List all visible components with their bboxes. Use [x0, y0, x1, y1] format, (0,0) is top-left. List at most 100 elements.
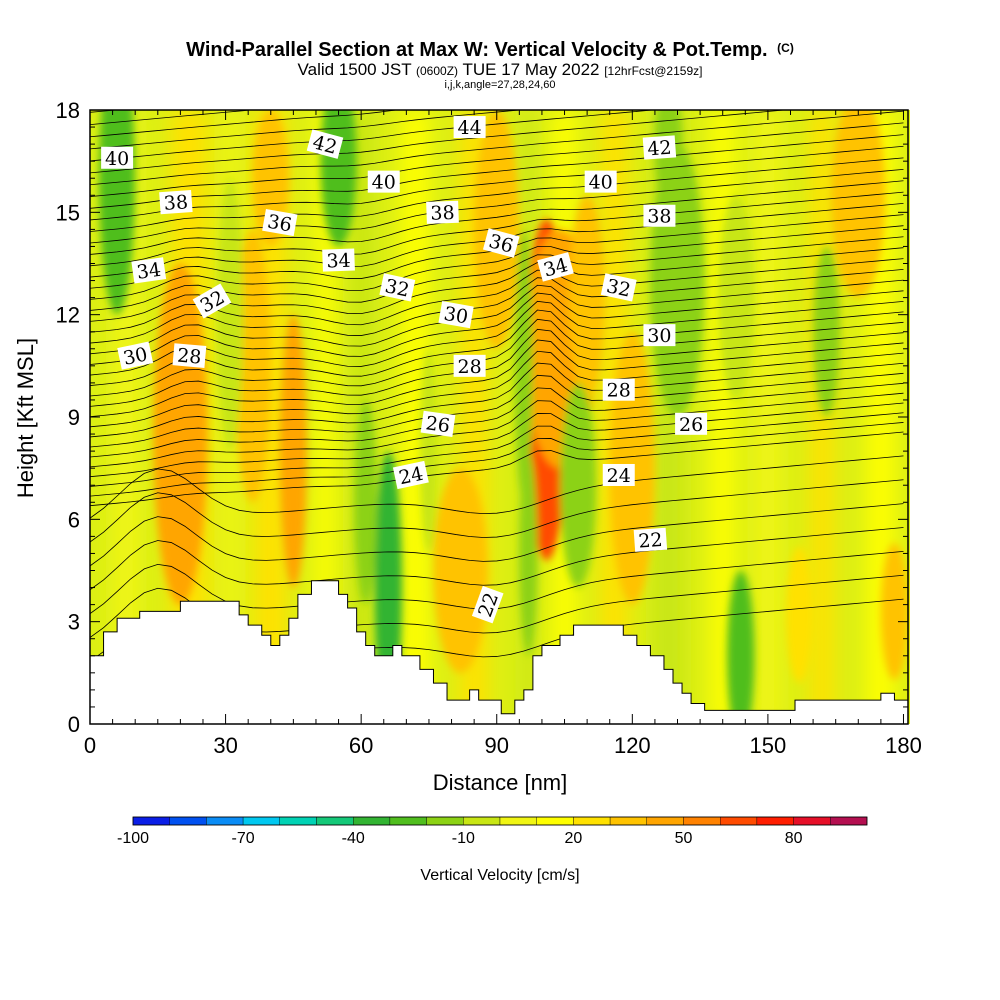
colorbar-tick-label: 50	[675, 830, 693, 847]
velocity-band	[754, 110, 782, 724]
theta-label: 26	[420, 410, 456, 437]
theta-label-box	[262, 208, 298, 237]
theta-label-box	[453, 354, 486, 377]
colorbar-segment	[646, 816, 684, 826]
title-mark: (C)	[777, 41, 794, 55]
velocity-cell	[654, 110, 683, 213]
colorbar-label: Vertical Velocity [cm/s]	[420, 867, 579, 884]
isentrope-line	[90, 309, 904, 386]
subtitle-utc: (0600Z)	[416, 64, 458, 78]
velocity-cell	[474, 110, 520, 349]
theta-label: 36	[262, 208, 298, 237]
colorbar-tick-label: -70	[232, 830, 255, 847]
theta-label-text: 28	[607, 380, 631, 402]
subtitle-date: TUE 17 May 2022	[462, 60, 599, 79]
theta-label-box	[602, 378, 635, 401]
chart-title: Wind-Parallel Section at Max W: Vertical…	[186, 39, 794, 61]
x-tick-label: 150	[750, 733, 787, 758]
isentrope-line	[90, 300, 904, 376]
isentrope-line	[90, 225, 904, 300]
theta-label-text: 38	[647, 206, 671, 228]
theta-label-box	[438, 301, 474, 329]
velocity-cell	[234, 229, 271, 503]
y-tick-label: 6	[68, 507, 80, 532]
isentrope-line	[90, 328, 904, 407]
y-tick-label: 9	[68, 405, 80, 430]
isentrope-line	[90, 134, 904, 209]
colorbar-segment	[609, 816, 647, 826]
theta-label-box	[101, 146, 134, 169]
velocity-cell	[419, 348, 438, 554]
colorbar-segment	[683, 816, 721, 826]
theta-label: 42	[306, 129, 344, 159]
theta-label-box	[367, 170, 400, 193]
theta-label-box	[471, 585, 504, 624]
velocity-cell	[831, 110, 886, 298]
theta-label-text: 40	[105, 148, 129, 170]
colorbar-segment	[132, 816, 170, 826]
theta-label-box	[643, 204, 676, 227]
x-tick-label: 30	[213, 733, 237, 758]
colorbar-segment	[353, 816, 391, 826]
theta-label-text: 24	[607, 465, 631, 487]
colorbar-segment	[463, 816, 501, 826]
isentrope-line	[90, 479, 904, 543]
theta-label-text: 28	[176, 345, 202, 369]
theta-label-box	[392, 460, 429, 490]
colorbar-segment	[169, 816, 207, 826]
velocity-cell	[279, 314, 307, 588]
colorbar-segment	[206, 816, 244, 826]
theta-label-box	[172, 343, 207, 368]
theta-label-text: 36	[266, 211, 294, 237]
isentrope-line	[90, 269, 904, 344]
isentrope-line	[90, 318, 904, 397]
velocity-cell	[560, 382, 597, 588]
x-tick-label: 180	[885, 733, 922, 758]
isentrope-line	[90, 372, 904, 448]
theta-label-text: 30	[121, 343, 149, 370]
x-axis-label: Distance [nm]	[433, 770, 568, 795]
theta-label-text: 24	[397, 463, 425, 490]
theta-label-text: 32	[604, 275, 632, 302]
isentrope-line	[90, 93, 903, 100]
velocity-band	[810, 110, 834, 724]
colorbar-segment	[499, 816, 537, 826]
isentrope-line	[90, 236, 904, 311]
x-tick-label: 90	[484, 733, 508, 758]
theta-label-text: 34	[135, 259, 162, 284]
theta-label: 28	[602, 378, 635, 402]
velocity-cell	[785, 546, 814, 684]
theta-label: 26	[675, 412, 708, 436]
theta-label-text: 30	[442, 303, 470, 329]
theta-label-text: 30	[647, 325, 671, 347]
theta-label: 30	[117, 341, 154, 370]
theta-label-box	[602, 463, 635, 486]
colorbar-segment	[316, 816, 354, 826]
isentrope-line	[90, 290, 904, 365]
velocity-cell	[99, 110, 136, 315]
colorbar-segment	[279, 816, 317, 826]
theta-label: 24	[392, 460, 429, 490]
isentrope-line	[90, 110, 657, 162]
velocity-cell	[569, 195, 606, 400]
x-tick-label: 120	[614, 733, 651, 758]
subtitle-fcst: [12hrFcst@2159z]	[604, 64, 702, 78]
theta-label-box	[322, 248, 355, 272]
isentrope-line	[90, 191, 904, 267]
velocity-cell	[320, 110, 357, 247]
theta-label-box	[453, 116, 486, 139]
theta-label: 40	[584, 170, 617, 194]
theta-label-box	[117, 341, 154, 370]
chart-subtitle-indices: i,j,k,angle=27,28,24,60	[444, 79, 555, 91]
theta-label-box	[675, 412, 708, 435]
colorbar-tick-label: 20	[565, 830, 583, 847]
y-tick-label: 18	[56, 98, 80, 123]
theta-label-box	[379, 273, 416, 302]
theta-label: 40	[367, 170, 400, 194]
theta-label: 32	[379, 273, 416, 302]
colorbar-tick-label: -40	[342, 830, 365, 847]
theta-label-box	[600, 273, 637, 302]
theta-label-text: 38	[163, 191, 189, 215]
